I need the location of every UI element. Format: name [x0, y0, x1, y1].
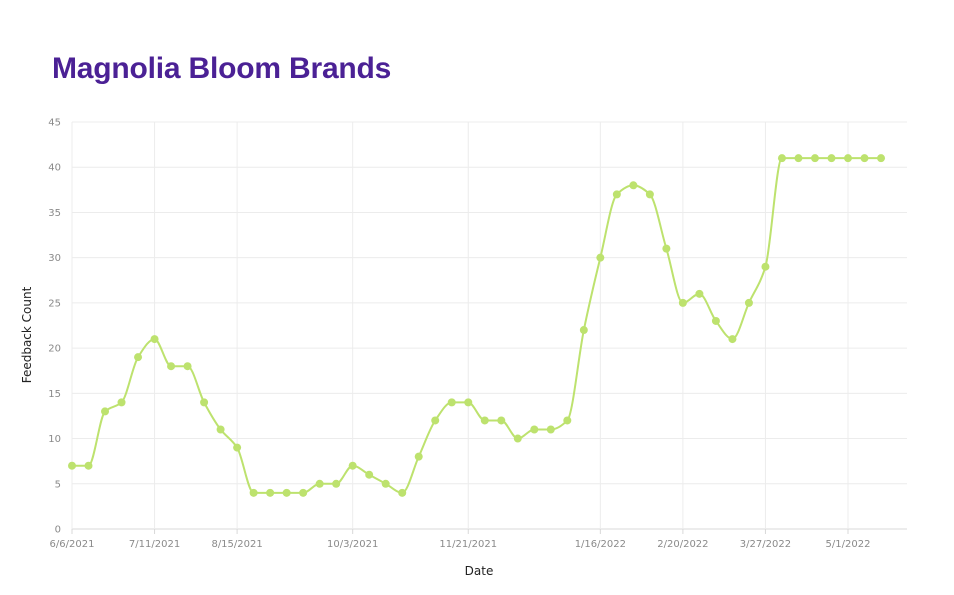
x-tick-label: 3/27/2022 [740, 539, 791, 550]
data-point[interactable] [216, 425, 225, 434]
data-point[interactable] [695, 289, 704, 298]
x-tick-label: 2/20/2022 [657, 539, 708, 550]
x-tick-label: 1/16/2022 [575, 539, 626, 550]
data-point[interactable] [150, 335, 159, 344]
x-tick-label: 7/11/2021 [129, 539, 180, 550]
x-tick-label: 8/15/2021 [211, 539, 262, 550]
y-tick-label: 20 [48, 344, 61, 355]
data-point[interactable] [662, 244, 671, 253]
data-point[interactable] [447, 398, 456, 407]
data-point[interactable] [233, 443, 242, 452]
data-point[interactable] [711, 316, 720, 325]
data-point[interactable] [299, 488, 308, 497]
data-point[interactable] [827, 154, 836, 163]
data-point[interactable] [200, 398, 209, 407]
y-tick-label: 35 [48, 208, 61, 219]
x-tick-labels: 6/6/2021 7/11/2021 8/15/2021 10/3/2021 11/21… [50, 539, 871, 550]
y-tick-label: 0 [55, 525, 61, 536]
data-point[interactable] [629, 181, 638, 190]
data-point[interactable] [134, 353, 143, 362]
y-tick-labels: 0 5 10 15 20 25 30 35 40 45 [48, 118, 61, 536]
y-tick-label: 45 [48, 118, 61, 129]
data-point[interactable] [266, 488, 275, 497]
data-point[interactable] [497, 416, 506, 425]
data-point[interactable] [332, 479, 341, 488]
series-line [72, 157, 882, 494]
data-point[interactable] [596, 253, 605, 262]
data-point[interactable] [282, 488, 291, 497]
x-axis-label: Date [465, 564, 494, 578]
data-point[interactable] [414, 452, 423, 461]
data-point[interactable] [530, 425, 539, 434]
data-point[interactable] [480, 416, 489, 425]
data-point[interactable] [678, 298, 687, 307]
grid-lines [71, 121, 907, 534]
y-axis-label: Feedback Count [20, 286, 34, 383]
chart-title: Magnolia Bloom Brands [52, 52, 392, 85]
data-point[interactable] [877, 154, 886, 163]
data-points [68, 154, 886, 497]
data-point[interactable] [68, 461, 76, 470]
x-tick-label: 6/6/2021 [50, 539, 95, 550]
data-point[interactable] [645, 190, 654, 199]
data-point[interactable] [612, 190, 621, 199]
data-point[interactable] [777, 154, 786, 163]
data-point[interactable] [365, 470, 374, 479]
y-tick-label: 30 [48, 253, 61, 264]
x-tick-label: 11/21/2021 [439, 539, 497, 550]
x-tick-label: 5/1/2022 [826, 539, 871, 550]
y-tick-label: 10 [48, 434, 61, 445]
data-point[interactable] [546, 425, 555, 434]
y-tick-label: 40 [48, 163, 61, 174]
data-point[interactable] [464, 398, 473, 407]
data-point[interactable] [398, 488, 407, 497]
data-point[interactable] [249, 488, 258, 497]
data-point[interactable] [513, 434, 522, 443]
data-point[interactable] [348, 461, 357, 470]
data-point[interactable] [579, 326, 588, 335]
y-tick-label: 15 [48, 389, 61, 400]
data-point[interactable] [315, 479, 324, 488]
data-point[interactable] [101, 407, 110, 416]
x-tick-label: 10/3/2021 [327, 539, 378, 550]
data-point[interactable] [744, 298, 753, 307]
data-point[interactable] [183, 362, 192, 371]
y-tick-label: 25 [48, 298, 61, 309]
data-point[interactable] [84, 461, 93, 470]
data-point[interactable] [431, 416, 440, 425]
data-point[interactable] [844, 154, 852, 163]
data-point[interactable] [728, 335, 737, 344]
data-point[interactable] [794, 154, 803, 163]
data-point[interactable] [761, 262, 770, 271]
data-point[interactable] [117, 398, 126, 407]
data-point[interactable] [563, 416, 572, 425]
data-point[interactable] [810, 154, 819, 163]
y-tick-label: 5 [55, 479, 61, 490]
data-point[interactable] [167, 362, 176, 371]
data-point[interactable] [381, 479, 390, 488]
data-point[interactable] [860, 154, 869, 163]
